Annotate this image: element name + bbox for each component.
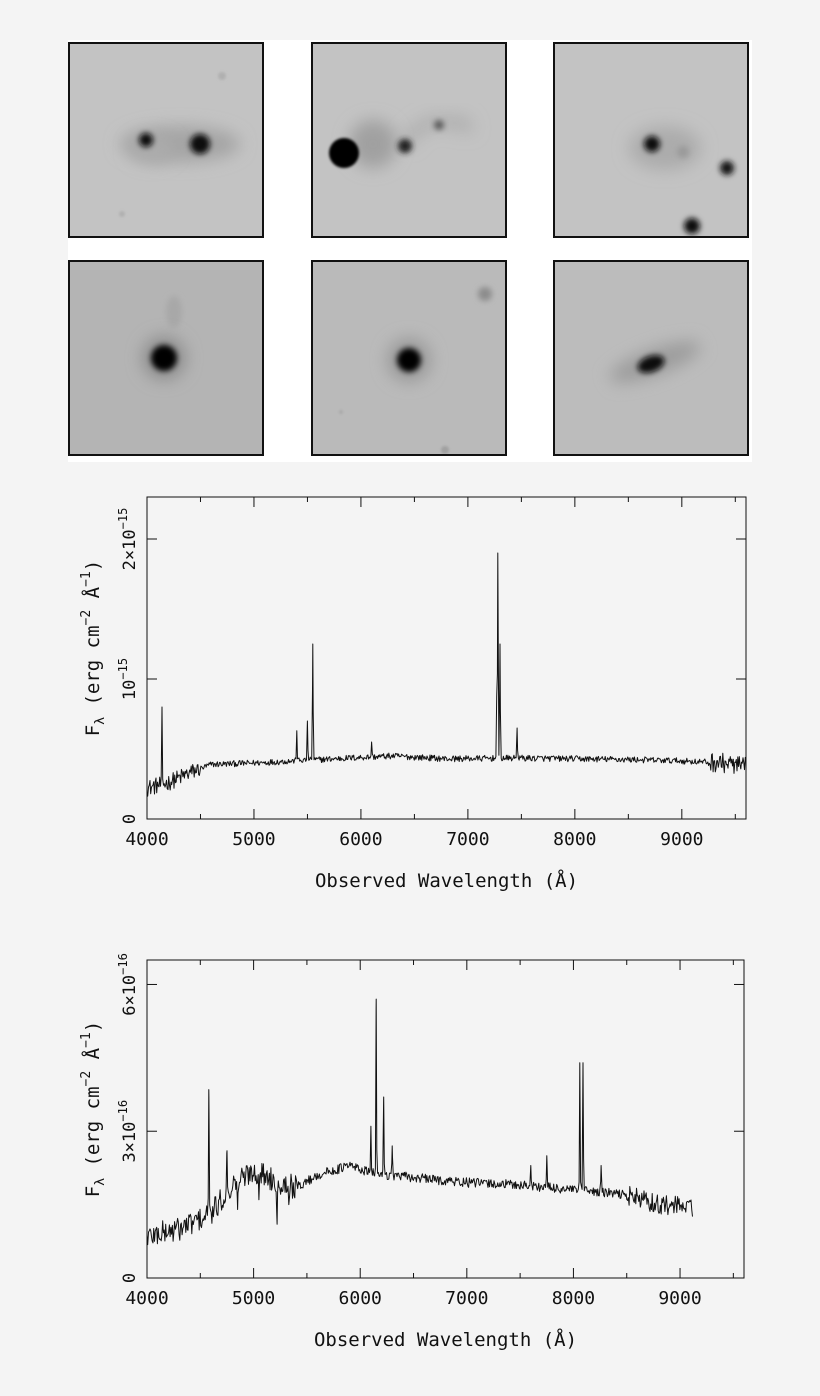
x-tick-label: 6000 [339,1288,382,1309]
galaxy-image-2 [311,42,507,238]
galaxy-image-5 [311,260,507,456]
y-tick-label: 10−15 [116,658,140,700]
plot-frame [146,959,745,1279]
x-tick-label: 6000 [339,829,382,850]
spectrum-chart-bottom: 4000 5000 6000 7000 8000 9000 0 3×10−16 6×10−16 O… [79,953,745,1351]
spectrum-line [146,552,747,797]
y-axis-label: Fλ (erg cm−2 Å−1) [79,560,108,736]
x-axis-label: Observed Wavelength (Å) [314,1328,577,1351]
plot-frame [146,496,747,820]
x-tick-label: 5000 [232,1288,275,1309]
spectrum-line [146,998,693,1246]
x-tick-label: 4000 [125,1288,168,1309]
y-axis-label: Fλ (erg cm−2 Å−1) [79,1021,108,1197]
image-mosaic [68,40,752,462]
x-tick-label: 7000 [445,1288,488,1309]
y-tick-label: 3×10−16 [116,1100,140,1163]
x-tick-label: 8000 [553,829,596,850]
x-axis-label: Observed Wavelength (Å) [315,869,578,892]
x-tick-label: 5000 [232,829,275,850]
x-tick-label: 9000 [660,829,703,850]
galaxy-image-6 [553,260,749,456]
spectrum-chart-top: 4000 5000 6000 7000 8000 9000 0 10−15 2×10−15 Obs… [79,496,747,892]
y-tick-label: 0 [120,1273,140,1283]
galaxy-image-4 [68,260,264,456]
x-tick-label: 9000 [658,1288,701,1309]
y-tick-label: 0 [120,814,140,824]
galaxy-image-3 [553,42,749,238]
x-tick-label: 4000 [125,829,168,850]
x-tick-label: 7000 [446,829,489,850]
y-tick-label: 2×10−15 [116,508,140,571]
galaxy-image-1 [68,42,264,238]
x-tick-label: 8000 [552,1288,595,1309]
y-tick-label: 6×10−16 [116,953,140,1016]
